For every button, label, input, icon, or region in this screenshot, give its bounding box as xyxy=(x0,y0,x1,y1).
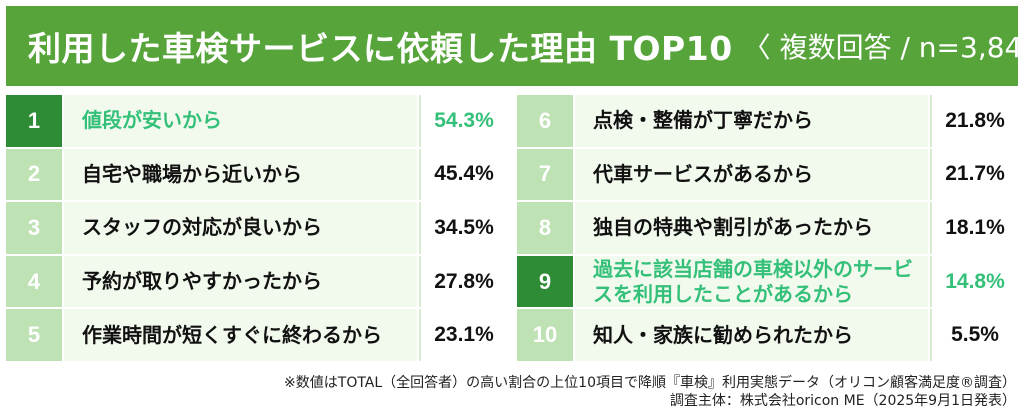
table-row: 4 予約が取りやすかったから 27.8% xyxy=(6,255,507,308)
percent-value: 54.3% xyxy=(419,95,507,147)
source-note: 調査主体：株式会社oricon ME（2025年9月1日発表） xyxy=(669,393,1016,409)
percent-value: 21.8% xyxy=(930,95,1018,147)
percent-value: 18.1% xyxy=(930,202,1018,254)
title-bar: 利用した車検サービスに依頼した理由 TOP10 〈 複数回答 / n=3,848… xyxy=(6,6,1026,86)
rank-cell: 5 xyxy=(6,309,62,361)
reason-label: 独自の特典や割引があったから xyxy=(575,202,928,254)
rank-cell: 9 xyxy=(517,255,573,308)
reason-label: 予約が取りやすかったから xyxy=(64,255,417,308)
percent-value: 5.5% xyxy=(930,309,1018,361)
ranking-table: 1 値段が安いから 54.3% 2 自宅や職場から近いから 45.4% 3 スタッフの対応が良… xyxy=(6,95,1018,361)
footnote: ※数値はTOTAL（全回答者）の高い割合の上位10項目で降順『車検』利用実態デー… xyxy=(284,375,1016,391)
rank-cell: 4 xyxy=(6,255,62,308)
ranking-panel: 利用した車検サービスに依頼した理由 TOP10 〈 複数回答 / n=3,848… xyxy=(6,6,1026,366)
reason-label: 自宅や職場から近いから xyxy=(64,148,417,201)
reason-label: スタッフの対応が良いから xyxy=(64,202,417,254)
table-row: 10 知人・家族に勧められたから 5.5% xyxy=(517,309,1018,361)
rank-cell: 6 xyxy=(517,95,573,147)
reason-label: 点検・整備が丁寧だから xyxy=(575,95,928,147)
percent-value: 34.5% xyxy=(419,202,507,254)
chart-title: 利用した車検サービスに依頼した理由 TOP10 xyxy=(28,29,733,68)
reason-label: 知人・家族に勧められたから xyxy=(575,309,928,361)
percent-value: 23.1% xyxy=(419,309,507,361)
rank-cell: 3 xyxy=(6,202,62,254)
reason-label: 値段が安いから xyxy=(64,95,417,147)
rank-cell: 1 xyxy=(6,95,62,147)
rank-cell: 7 xyxy=(517,148,573,201)
table-row: 7 代車サービスがあるから 21.7% xyxy=(517,148,1018,201)
reason-label: 作業時間が短くすぐに終わるから xyxy=(64,309,417,361)
chart-subtitle: 〈 複数回答 / n=3,848 〉 xyxy=(742,31,1026,64)
table-row: 6 点検・整備が丁寧だから 21.8% xyxy=(517,95,1018,147)
table-row: 1 値段が安いから 54.3% xyxy=(6,95,507,147)
percent-value: 21.7% xyxy=(930,148,1018,201)
percent-value: 45.4% xyxy=(419,148,507,201)
table-row: 8 独自の特典や割引があったから 18.1% xyxy=(517,202,1018,254)
table-row: 5 作業時間が短くすぐに終わるから 23.1% xyxy=(6,309,507,361)
percent-value: 14.8% xyxy=(930,255,1018,308)
reason-label: 過去に該当店舗の車検以外のサービスを利用したことがあるから xyxy=(575,255,928,308)
table-row: 3 スタッフの対応が良いから 34.5% xyxy=(6,202,507,254)
reason-label: 代車サービスがあるから xyxy=(575,148,928,201)
table-row: 9 過去に該当店舗の車検以外のサービスを利用したことがあるから 14.8% xyxy=(517,255,1018,308)
percent-value: 27.8% xyxy=(419,255,507,308)
rank-cell: 10 xyxy=(517,309,573,361)
table-row: 2 自宅や職場から近いから 45.4% xyxy=(6,148,507,201)
rank-cell: 2 xyxy=(6,148,62,201)
rank-cell: 8 xyxy=(517,202,573,254)
